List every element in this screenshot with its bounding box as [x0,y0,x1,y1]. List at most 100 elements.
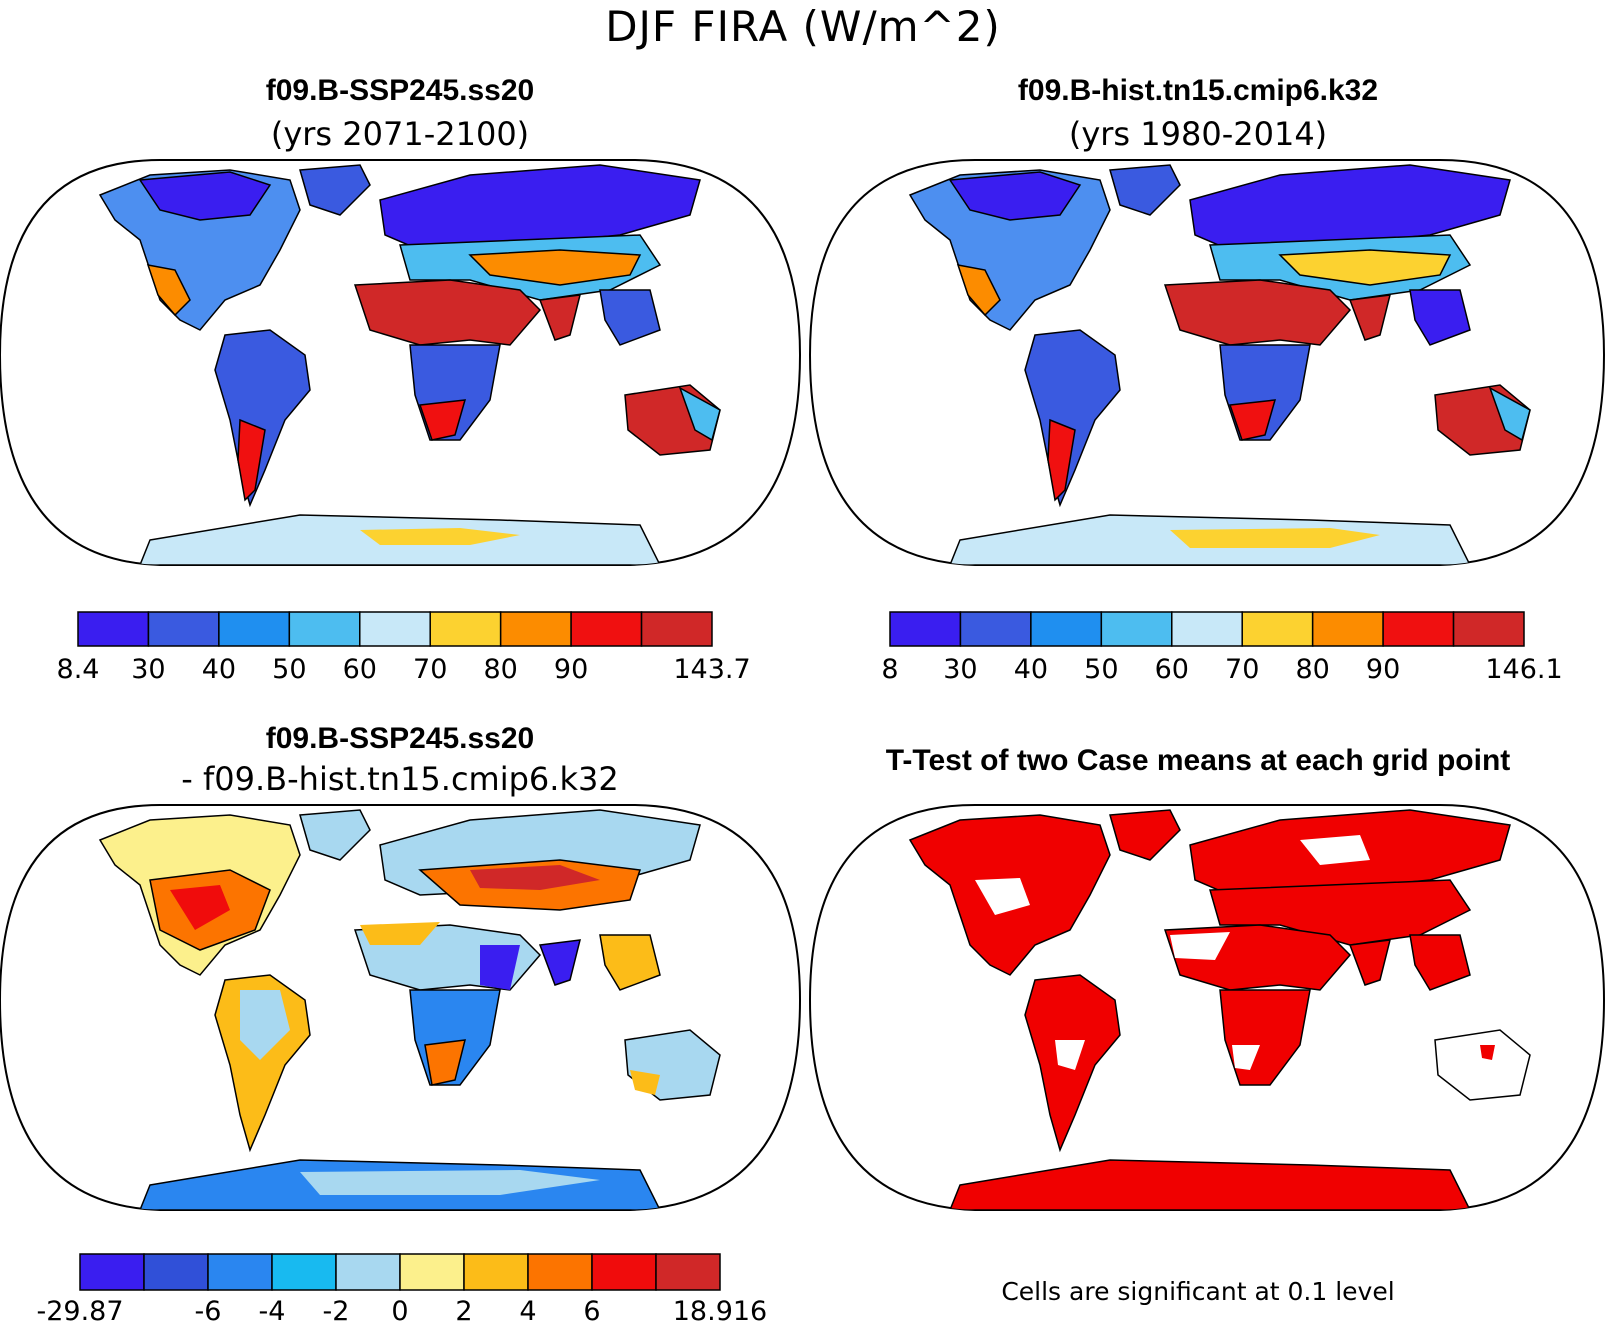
colorbar-box [1030,611,1103,647]
north-america-insig [975,878,1030,915]
colorbar-box [147,611,220,647]
se-asia [1409,289,1471,346]
se-asia [599,934,661,991]
colorbar-tick-label: 8 [881,654,898,685]
antarctica-warm [360,528,520,545]
colorbar-tick-label: 146.1 [1485,654,1562,685]
colorbar-tick-label: -4 [259,1296,286,1323]
colorbar-box [959,611,1032,647]
colorbar-box [1171,611,1243,647]
figure-title: DJF FIRA (W/m^2) [605,2,1001,51]
africa-tip [424,1039,466,1086]
south-america-cool [240,990,290,1060]
colorbar-tick-label: 0 [391,1296,408,1323]
panel-title-top-right: f09.B-hist.tn15.cmip6.k32 [1017,74,1379,107]
colorbar-box [1382,611,1455,647]
india [538,939,581,986]
north-america-hot [170,885,230,930]
colorbar-box [288,611,361,647]
north-america-north [138,171,272,221]
asia-warm [468,249,642,286]
panel-title-bottom-left: f09.B-SSP245.ss20 [265,722,535,755]
se-asia [599,289,661,346]
eurasia-north [379,164,701,251]
colorbar-tick-label: 90 [1366,654,1400,685]
eurasia-insig [1300,835,1370,865]
colorbar-tick-label: 143.7 [673,654,750,685]
colorbar-box [143,1253,209,1291]
se-asia [1409,934,1471,991]
africa-north-warm [360,922,440,945]
colorbar-tick-label: -6 [195,1296,222,1323]
colorbar-tick-label: -2 [323,1296,350,1323]
colorbar-box [77,611,150,647]
colorbar-box [655,1253,721,1291]
colorbar-box [335,1253,401,1291]
africa-tip [418,399,467,441]
colorbar-tick-label: 50 [272,654,306,685]
colorbar-tick-label: 30 [131,654,165,685]
colorbar-tick-label: 40 [202,654,236,685]
colorbar-box [527,1253,593,1291]
colorbar-box [1452,611,1525,647]
australia-edge [678,386,721,442]
colorbar-tick-label: 70 [413,654,447,685]
colorbar-box [591,1253,657,1291]
colorbar-tick-label: 70 [1225,654,1259,685]
australia-sig [1480,1045,1495,1060]
colorbar-tick-label: 50 [1084,654,1118,685]
africa-insig [1170,932,1230,960]
panel-subtitle-top-right: (yrs 1980-2014) [1068,115,1328,153]
north-america-south [146,264,191,317]
eurasia-hot [470,865,600,890]
panel-subtitle-bottom-left: - f09.B-hist.tn15.cmip6.k32 [181,760,619,798]
colorbar-box [1100,611,1173,647]
colorbar-tick-label: 40 [1014,654,1048,685]
australia [1434,1029,1531,1101]
colorbar-box [399,1253,465,1291]
asia-warm [1278,249,1452,286]
panel-subtitle-top-left: (yrs 2071-2100) [270,115,530,153]
panel-title-top-left: f09.B-SSP245.ss20 [265,74,535,107]
india [1348,294,1391,341]
south-america-south [1047,418,1076,502]
north-america-south [956,264,1001,317]
colorbar-tick-label: 80 [1295,654,1329,685]
greenland [299,809,371,861]
africa-north [1163,279,1352,346]
colorbar-tick-label: 2 [455,1296,472,1323]
antarctica-cool [300,1170,600,1195]
africa-tip [1228,399,1277,441]
eurasia-north [1189,164,1511,251]
australia-edge [1488,386,1531,442]
colorbar-tick-label: 6 [583,1296,600,1323]
colorbar-box [79,1253,145,1291]
colorbar-box [1241,611,1314,647]
colorbar-tick-label: 80 [483,654,517,685]
australia-warm [630,1070,660,1095]
colorbar-tick-label: 8.4 [57,654,100,685]
africa-horn [480,945,520,990]
significance-note: Cells are significant at 0.1 level [1001,1277,1395,1306]
colorbar-tick-label: 60 [1155,654,1189,685]
colorbar-box [429,611,502,647]
india [538,294,581,341]
colorbar-box [359,611,431,647]
greenland [1109,164,1181,216]
africa-north [353,279,542,346]
colorbar-box [499,611,572,647]
colorbar-tick-label: -29.87 [36,1296,123,1323]
greenland [299,164,371,216]
antarctica [948,1159,1472,1210]
colorbar-tick-label: 60 [343,654,377,685]
colorbar-tick-label: 18.916 [673,1296,767,1323]
colorbar-box [463,1253,529,1291]
africa-south-insig [1232,1045,1260,1070]
north-america-north [948,171,1082,221]
colorbar-box [218,611,291,647]
south-america-insig [1055,1040,1085,1070]
